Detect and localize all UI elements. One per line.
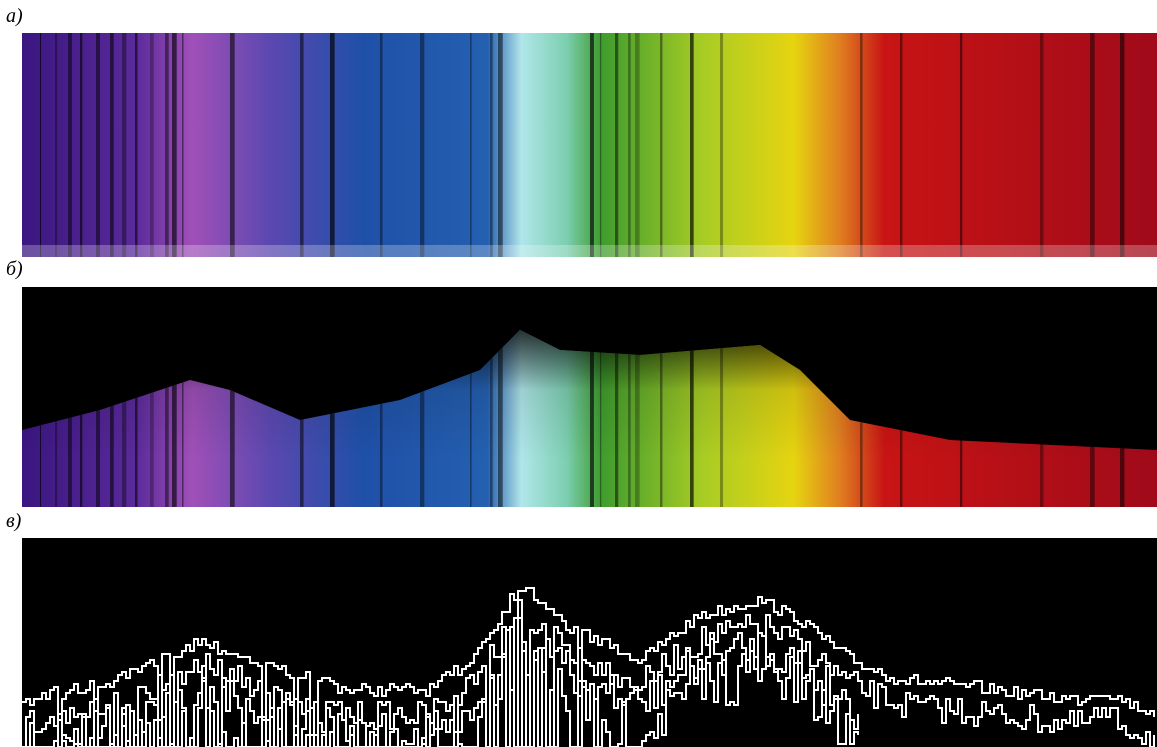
panel-label: б) [6,258,23,280]
dark-line [150,33,154,257]
dark-line [68,33,72,257]
dark-line [40,33,41,257]
dark-line [470,33,472,257]
dark-line [600,33,601,257]
dark-line [1120,33,1124,257]
spectrum-panel-a [22,33,1157,257]
dark-line [660,33,662,257]
dark-line [590,33,594,257]
figure: а) б) в) [0,0,1157,747]
dark-line [628,33,631,257]
dark-line [110,33,114,257]
dark-line [720,33,723,257]
dark-line [860,33,863,257]
dark-line [330,33,335,257]
dark-line [380,33,382,257]
dark-line [230,33,235,257]
dark-line [165,33,169,257]
dark-line [182,33,183,257]
dark-line [1040,33,1043,257]
dark-line [172,33,177,257]
dark-line [615,33,618,257]
dark-line [80,33,82,257]
panel-label: в) [6,510,22,532]
dark-line [498,33,503,257]
panel-edge [22,245,1157,257]
dark-line [1090,33,1095,257]
dark-line [635,33,640,257]
dark-line [96,33,100,257]
dark-line [690,33,694,257]
page: а) б) в) (() => { const data = JSON.pars… [0,0,1157,747]
dark-line [960,33,962,257]
dark-line [135,33,137,257]
dark-line [122,33,126,257]
dark-line [300,33,304,257]
panel-label: а) [6,5,23,27]
dark-line [420,33,424,257]
dark-line [900,33,902,257]
dark-line [490,33,493,257]
dark-line [55,33,57,257]
